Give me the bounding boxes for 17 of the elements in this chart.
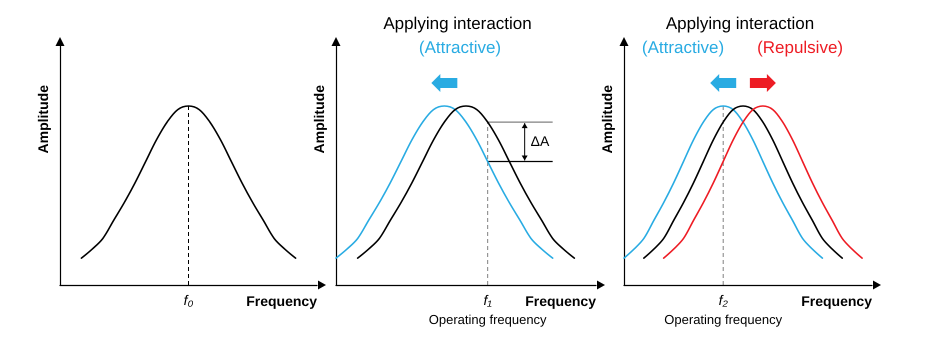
y-axis-title: Amplitude — [599, 84, 615, 154]
y-axis-title: Amplitude — [311, 84, 327, 154]
x-axis-title: Frequency — [525, 293, 596, 309]
x-axis-title: Frequency — [801, 293, 872, 309]
chart-title: Applying interaction — [383, 14, 532, 33]
text: f₀ — [184, 292, 194, 308]
text: f₂ — [718, 292, 728, 308]
text: (Repulsive) — [757, 38, 844, 57]
annotation: ΔA — [530, 132, 550, 149]
text: f₁ — [484, 292, 492, 308]
text: Operating frequency — [664, 312, 782, 327]
chart-title: Applying interaction — [666, 14, 814, 33]
text: (Attractive) — [418, 38, 502, 57]
text: Operating frequency — [428, 312, 547, 327]
text: (Attractive) — [642, 38, 724, 57]
x-axis-title: Frequency — [246, 293, 318, 309]
y-axis-title: Amplitude — [35, 84, 51, 154]
